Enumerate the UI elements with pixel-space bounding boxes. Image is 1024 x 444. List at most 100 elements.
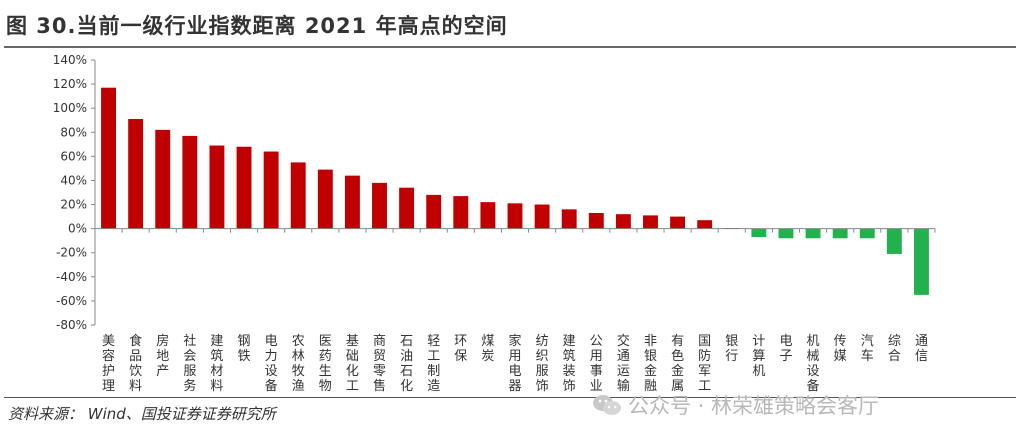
bar-8 xyxy=(290,162,306,229)
category-label-text: 社会服务 xyxy=(183,333,196,394)
y-tick-label: -20% xyxy=(56,246,87,260)
category-label-2: 食品饮料 xyxy=(129,333,142,394)
category-label-31: 通信 xyxy=(915,334,928,364)
bar-3 xyxy=(155,129,171,229)
category-label-9: 医药生物 xyxy=(319,334,332,394)
category-label-30: 综合 xyxy=(888,334,901,364)
category-label-text: 建筑材料 xyxy=(210,334,223,394)
bar-23 xyxy=(697,220,713,229)
category-labels: 美容护理 食品饮料 房地产 社会服务 建筑材料 钢铁 电力设备 农林牧渔 医药生物 基础化工 商贸零… xyxy=(102,333,928,394)
category-label-text: 钢铁 xyxy=(238,334,251,364)
category-label-11: 商贸零售 xyxy=(373,334,386,394)
category-label-27: 机械设备 xyxy=(807,334,820,394)
category-label-4: 社会服务 xyxy=(183,333,196,394)
category-label-text: 食品饮料 xyxy=(129,333,142,394)
category-label-text: 通信 xyxy=(915,334,928,364)
category-label-13: 轻工制造 xyxy=(427,334,440,394)
category-label-text: 非银金融 xyxy=(644,334,657,394)
category-label-22: 有色金属 xyxy=(671,334,684,394)
bar-21 xyxy=(643,215,658,229)
bar-28 xyxy=(832,228,848,239)
category-label-28: 传媒 xyxy=(834,334,847,364)
category-label-26: 电子 xyxy=(779,334,792,364)
y-tick-label: -40% xyxy=(56,270,87,284)
category-label-text: 轻工制造 xyxy=(427,334,440,394)
y-tick-label: 40% xyxy=(60,173,87,187)
y-tick-label: -60% xyxy=(56,294,87,308)
y-tick-label: 100% xyxy=(53,101,87,115)
category-label-6: 钢铁 xyxy=(238,334,251,364)
wechat-icon xyxy=(593,395,621,415)
bar-22 xyxy=(670,216,686,229)
category-label-text: 房地产 xyxy=(156,333,169,379)
category-label-text: 基础化工 xyxy=(346,334,359,394)
category-label-15: 煤炭 xyxy=(481,334,494,364)
category-label-text: 机械设备 xyxy=(807,334,820,394)
bar-2 xyxy=(128,119,144,229)
category-label-17: 纺织服饰 xyxy=(536,334,549,394)
bar-17 xyxy=(534,204,550,229)
bar-15 xyxy=(480,202,496,229)
category-label-text: 农林牧渔 xyxy=(292,334,305,394)
bar-30 xyxy=(886,228,902,254)
category-label-text: 商贸零售 xyxy=(373,334,386,394)
category-label-3: 房地产 xyxy=(156,333,169,379)
category-label-text: 石油石化 xyxy=(400,334,413,394)
category-label-21: 非银金融 xyxy=(644,334,657,394)
y-tick-label: 0% xyxy=(68,222,87,236)
category-label-29: 汽车 xyxy=(861,334,874,364)
category-label-text: 医药生物 xyxy=(319,334,332,394)
bar-12 xyxy=(399,187,415,229)
category-label-16: 家用电器 xyxy=(508,333,521,394)
category-label-text: 家用电器 xyxy=(508,333,521,394)
category-label-19: 公用事业 xyxy=(590,334,603,394)
y-tick-label: 120% xyxy=(53,77,87,91)
y-tick-label: 140% xyxy=(53,53,87,67)
source-note: 资料来源： Wind、国投证券证券研究所 xyxy=(8,405,276,423)
y-tick-label: -80% xyxy=(56,318,87,332)
category-label-7: 电力设备 xyxy=(265,334,278,394)
bar-26 xyxy=(778,228,794,239)
category-label-1: 美容护理 xyxy=(102,334,115,394)
category-label-text: 综合 xyxy=(888,334,901,364)
bar-19 xyxy=(588,212,604,229)
bar-7 xyxy=(263,151,279,229)
bar-25 xyxy=(751,228,767,238)
bar-27 xyxy=(805,228,821,239)
category-label-23: 国防军工 xyxy=(698,334,711,394)
category-label-text: 环保 xyxy=(454,334,467,364)
bar-1 xyxy=(101,87,116,229)
category-label-18: 建筑装饰 xyxy=(563,334,576,394)
footer-divider xyxy=(4,397,1016,398)
y-axis: -80% -60% -40% -20% 0% 20% 40% 60% 80% 100% 120% 14… xyxy=(53,53,96,332)
bar-4 xyxy=(182,135,198,229)
bar-29 xyxy=(859,228,875,239)
category-label-text: 汽车 xyxy=(861,334,874,364)
category-label-text: 电力设备 xyxy=(265,334,278,394)
bar-20 xyxy=(615,214,631,229)
category-label-text: 公用事业 xyxy=(590,334,603,394)
category-label-25: 计算机 xyxy=(752,334,765,379)
bar-16 xyxy=(507,203,523,229)
bar-31 xyxy=(914,228,929,295)
bar-5 xyxy=(209,145,225,229)
y-tick-label: 80% xyxy=(60,125,87,139)
category-label-5: 建筑材料 xyxy=(210,334,223,394)
category-label-20: 交通运输 xyxy=(617,333,630,394)
bar-10 xyxy=(344,175,360,229)
category-label-14: 环保 xyxy=(454,334,467,364)
category-label-text: 美容护理 xyxy=(102,334,115,394)
bar-9 xyxy=(317,169,333,229)
category-label-text: 电子 xyxy=(779,334,792,364)
watermark: 公众号 · 林荣雄策略会客厅 xyxy=(592,390,879,420)
bar-11 xyxy=(372,182,387,229)
chart-title: 图 30.当前一级行业指数距离 2021 年高点的空间 xyxy=(6,14,508,38)
x-axis xyxy=(94,228,936,233)
title-divider xyxy=(4,46,1016,48)
bars xyxy=(101,87,929,295)
category-label-24: 银行 xyxy=(725,334,738,364)
y-tick-label: 60% xyxy=(60,149,87,163)
bar-14 xyxy=(453,196,469,229)
category-label-text: 有色金属 xyxy=(671,334,684,394)
category-label-text: 国防军工 xyxy=(698,334,711,394)
